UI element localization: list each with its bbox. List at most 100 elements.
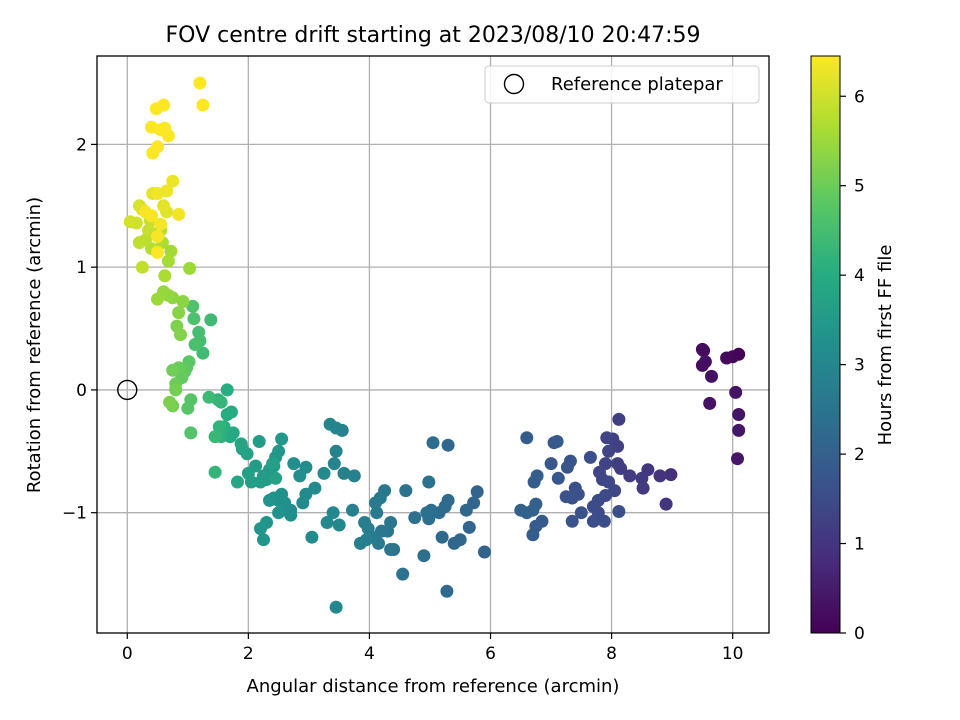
scatter-point bbox=[204, 313, 218, 327]
colorbar-tick-label: 2 bbox=[854, 445, 865, 465]
scatter-point bbox=[123, 215, 137, 229]
scatter-point bbox=[551, 471, 565, 485]
scatter-point bbox=[729, 385, 743, 399]
scatter-point bbox=[332, 518, 346, 532]
scatter-point bbox=[151, 187, 164, 200]
scatter-point bbox=[132, 236, 146, 250]
scatter-point bbox=[196, 346, 210, 360]
scatter-point bbox=[275, 432, 289, 446]
scatter-point bbox=[426, 436, 440, 450]
chart-title: FOV centre drift starting at 2023/08/10 … bbox=[166, 23, 701, 48]
scatter-point bbox=[358, 516, 372, 529]
y-axis-ticks: −1 0 1 2 bbox=[62, 135, 97, 524]
scatter-point bbox=[176, 295, 190, 308]
scatter-point bbox=[166, 174, 180, 188]
scatter-point bbox=[231, 475, 244, 489]
scatter-point bbox=[174, 328, 187, 342]
legend: Reference platepar bbox=[484, 65, 760, 104]
scatter-point bbox=[161, 254, 175, 268]
scatter-point bbox=[520, 506, 534, 520]
scatter-point bbox=[408, 511, 422, 525]
scatter-point bbox=[187, 312, 201, 326]
scatter-point bbox=[703, 396, 717, 410]
scatter-point bbox=[353, 536, 367, 550]
scatter-point bbox=[254, 475, 267, 489]
scatter-point bbox=[720, 351, 734, 365]
scatter-point bbox=[396, 567, 410, 581]
scatter-point bbox=[212, 420, 226, 434]
scatter-point bbox=[169, 383, 183, 397]
scatter-point bbox=[697, 344, 711, 358]
scatter-point bbox=[337, 466, 351, 480]
scatter-point bbox=[172, 306, 186, 320]
scatter-point bbox=[196, 98, 210, 112]
scatter-point bbox=[520, 431, 534, 445]
scatter-point bbox=[252, 435, 266, 448]
scatter-point bbox=[223, 430, 237, 444]
scatter-point bbox=[420, 506, 434, 520]
y-tick-label: 1 bbox=[76, 258, 87, 278]
scatter-point bbox=[193, 76, 207, 90]
scatter-point bbox=[214, 395, 228, 409]
colorbar-tick-label: 0 bbox=[854, 624, 865, 644]
scatter-point bbox=[184, 426, 198, 440]
scatter-point bbox=[664, 468, 678, 482]
scatter-point bbox=[151, 140, 164, 154]
reference-marker bbox=[117, 379, 138, 401]
scatter-point bbox=[172, 207, 186, 221]
scatter-point bbox=[220, 408, 234, 421]
scatter-point bbox=[287, 457, 301, 471]
scatter-point bbox=[612, 412, 626, 426]
scatter-point bbox=[399, 484, 413, 498]
scatter-point bbox=[327, 457, 341, 471]
scatter-point bbox=[154, 217, 168, 231]
x-tick-label: 4 bbox=[364, 644, 375, 664]
scatter-point bbox=[284, 508, 298, 522]
scatter-point bbox=[157, 199, 171, 213]
scatter-point bbox=[559, 490, 573, 504]
colorbar-gradient bbox=[810, 55, 841, 634]
scatter-point bbox=[329, 600, 343, 614]
scatter-point bbox=[586, 514, 600, 528]
scatter-point bbox=[435, 530, 449, 544]
scatter-point bbox=[234, 437, 248, 451]
scatter-point bbox=[732, 423, 746, 437]
scatter-point bbox=[462, 520, 476, 534]
colorbar-ticks: 0 1 2 3 4 5 6 bbox=[840, 87, 865, 644]
x-axis-ticks: 0 2 4 6 8 10 bbox=[122, 633, 743, 664]
colorbar: 0 1 2 3 4 5 6 Hours from first FF file bbox=[810, 55, 896, 644]
scatter-point bbox=[550, 435, 564, 448]
scatter-point bbox=[653, 469, 667, 483]
scatter-point bbox=[192, 325, 206, 339]
scatter-point bbox=[293, 469, 307, 483]
scatter-point bbox=[329, 444, 343, 458]
scatter-point bbox=[659, 497, 673, 511]
scatter-point bbox=[635, 471, 649, 485]
scatter-point bbox=[732, 408, 746, 421]
scatter-point bbox=[263, 493, 276, 507]
x-axis-label: Angular distance from reference (arcmin) bbox=[247, 676, 620, 697]
scatter-point bbox=[320, 516, 334, 529]
colorbar-tick-label: 5 bbox=[854, 177, 865, 197]
scatter-point bbox=[154, 123, 168, 137]
scatter-point bbox=[272, 506, 286, 520]
scatter-point bbox=[317, 466, 331, 480]
scatter-point bbox=[447, 536, 461, 550]
y-tick-label: −1 bbox=[62, 504, 87, 524]
scatter-point bbox=[623, 469, 637, 483]
scatter-point bbox=[266, 457, 280, 471]
colorbar-tick-label: 1 bbox=[854, 535, 865, 555]
scatter-point bbox=[478, 545, 491, 559]
scatter-point bbox=[422, 475, 436, 489]
colorbar-tick-label: 4 bbox=[854, 266, 865, 286]
scatter-point bbox=[257, 533, 270, 547]
scatter-point bbox=[269, 471, 283, 485]
scatter-point bbox=[600, 431, 614, 445]
grid-lines bbox=[97, 56, 769, 633]
legend-entry: Reference platepar bbox=[551, 74, 723, 95]
scatter-point bbox=[440, 584, 454, 598]
scatter-point bbox=[220, 383, 234, 397]
x-tick-label: 2 bbox=[243, 644, 254, 664]
scatter-point bbox=[163, 395, 177, 409]
